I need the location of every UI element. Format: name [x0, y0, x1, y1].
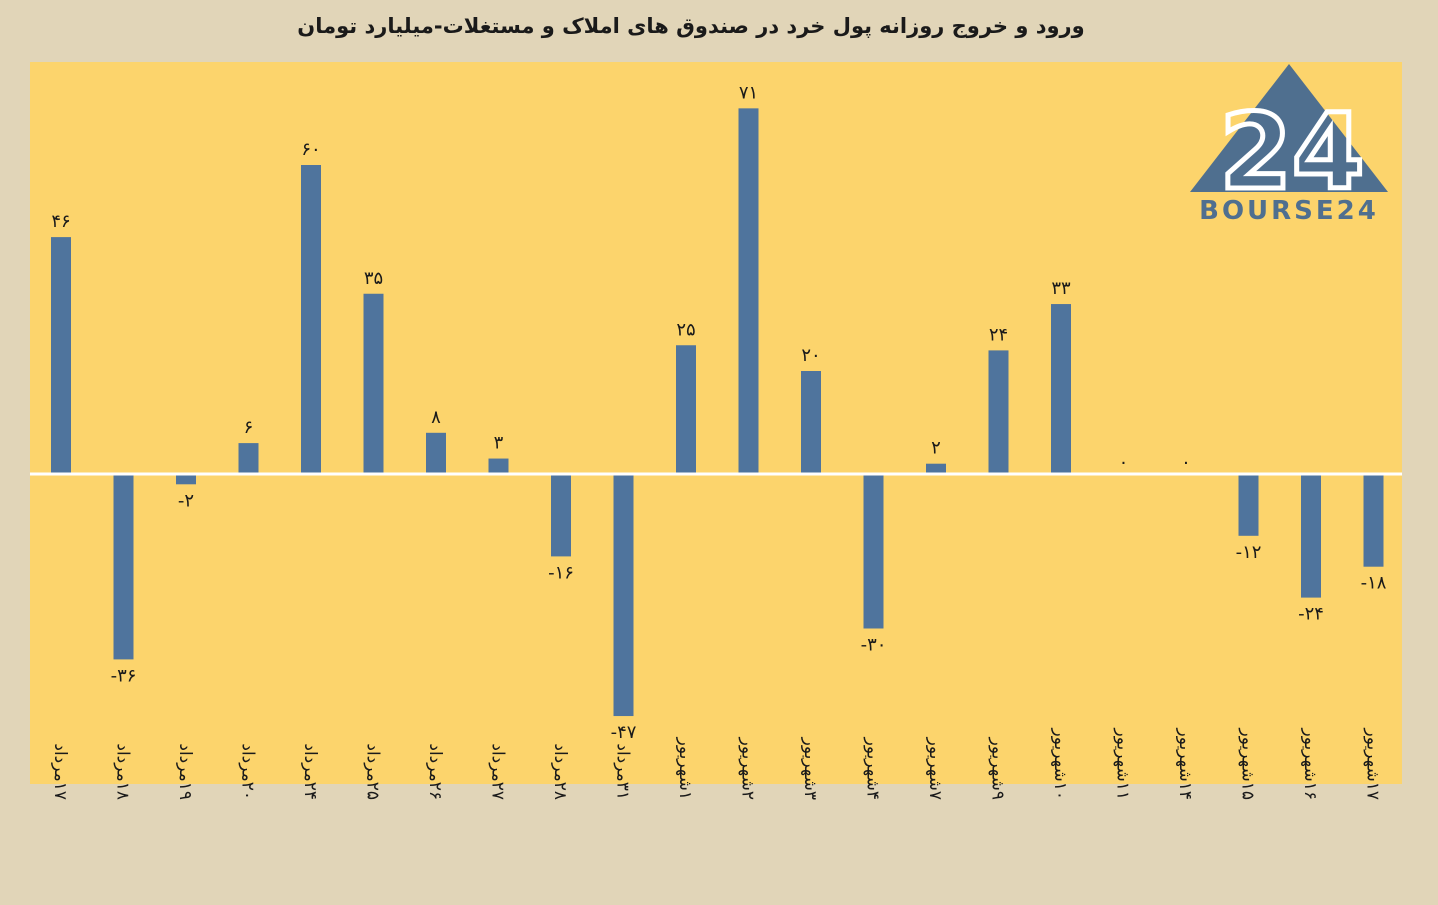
- bar-value-label: -۲: [178, 490, 194, 511]
- bar: [613, 474, 634, 717]
- bourse24-logo: 24: [1190, 64, 1388, 216]
- x-tick-label: ۳شهریور: [800, 737, 820, 800]
- x-tick-label: ۲۴مرداد: [300, 743, 320, 800]
- x-tick-label: ۱۵شهریور: [1238, 728, 1258, 800]
- logo-wordmark: BOURSE24: [1199, 196, 1379, 226]
- logo-triangle: [1190, 64, 1388, 192]
- plot-area: [30, 62, 1402, 784]
- bar: [1051, 304, 1071, 474]
- bar-value-label: ۲۴: [989, 324, 1008, 345]
- x-tick-label: ۲۰مرداد: [238, 743, 258, 800]
- bar-value-label: -۳۶: [111, 665, 137, 686]
- chart-title: ورود و خروج روزانه پول خرد در صندوق های …: [297, 14, 1085, 38]
- bar-value-label: ۰: [1181, 452, 1191, 473]
- x-tick-label: ۱۹مرداد: [175, 743, 195, 800]
- bar-value-label: ۲۰: [801, 345, 820, 366]
- bar: [551, 474, 571, 557]
- bar: [1238, 474, 1259, 536]
- bar-value-label: ۰: [1119, 452, 1129, 473]
- x-tick-label: ۱۶شهریور: [1300, 728, 1320, 800]
- bar: [488, 458, 509, 474]
- x-tick-labels-group: ۱۷مرداد ۱۸مرداد ۱۹مرداد ۲۰مرداد ۲۴مرداد ۲۵مرد…: [50, 728, 1383, 800]
- x-tick-label: ۲۸مرداد: [550, 743, 570, 800]
- bar-value-label: -۱۸: [1361, 573, 1387, 594]
- x-tick-label: ۹شهریور: [988, 737, 1008, 800]
- bar-value-label: ۶: [244, 417, 254, 438]
- x-tick-label: ۲۵مرداد: [363, 743, 383, 800]
- bar-value-label: -۳۰: [861, 635, 887, 656]
- x-tick-label: ۳۱مرداد: [613, 743, 633, 800]
- bar-value-label: -۱۲: [1236, 542, 1262, 563]
- x-tick-label: ۷شهریور: [925, 737, 945, 800]
- x-tick-label: ۱۰شهریور: [1050, 728, 1070, 800]
- bar-value-label: -۲۴: [1298, 604, 1324, 625]
- bar-value-label: -۴۷: [611, 722, 637, 743]
- x-tick-label: ۱۷شهریور: [1363, 728, 1383, 800]
- bar-value-label: ۳: [494, 433, 504, 454]
- bar: [988, 350, 1009, 474]
- bar-value-label: ۸: [431, 407, 441, 428]
- bar: [801, 371, 821, 474]
- bar-value-label: -۱۶: [548, 562, 574, 583]
- x-tick-label: ۲۶مرداد: [425, 743, 445, 800]
- bar: [738, 108, 759, 474]
- x-tick-label: ۴شهریور: [863, 737, 883, 800]
- x-tick-label: ۱۷مرداد: [50, 743, 70, 800]
- bar-value-label: ۶۰: [301, 139, 320, 160]
- x-tick-label: ۲شهریور: [738, 737, 758, 800]
- bar-value-label: ۳۳: [1051, 278, 1071, 299]
- bar: [426, 432, 446, 474]
- bar-value-label: ۲۵: [676, 319, 695, 340]
- bar: [113, 474, 134, 660]
- x-tick-label: ۱۱شهریور: [1113, 728, 1133, 800]
- bar-value-label: ۷۱: [739, 82, 758, 103]
- bar: [1363, 474, 1384, 567]
- x-tick-label: ۱۸مرداد: [113, 743, 133, 800]
- x-tick-label: ۲۷مرداد: [488, 743, 508, 800]
- bar: [238, 443, 259, 474]
- x-tick-label: ۱شهریور: [675, 737, 695, 800]
- value-labels-group: ۴۶ -۳۶ -۲ ۶ ۶۰ ۳۵ ۸ ۳ -۱۶ -۴۷ ۲۵ ۷۱ ۲۰ -۳۰ ۲ ۲۴ ۳۳ ۰ ۰ -۱۲ -…: [51, 82, 1386, 743]
- logo-emblem: 24: [1220, 91, 1365, 213]
- bar: [676, 345, 696, 474]
- bar-value-label: ۴۶: [51, 211, 70, 232]
- bar: [301, 165, 321, 474]
- bar-value-label: ۳۵: [364, 268, 383, 289]
- bar: [176, 474, 196, 485]
- bar: [1301, 474, 1321, 598]
- bar: [863, 474, 884, 629]
- x-tick-label: ۱۴شهریور: [1175, 728, 1195, 800]
- bar: [363, 293, 384, 474]
- bar: [926, 463, 946, 474]
- bar-value-label: ۲: [931, 438, 941, 459]
- bar: [51, 237, 71, 474]
- bars-group: [51, 108, 1384, 717]
